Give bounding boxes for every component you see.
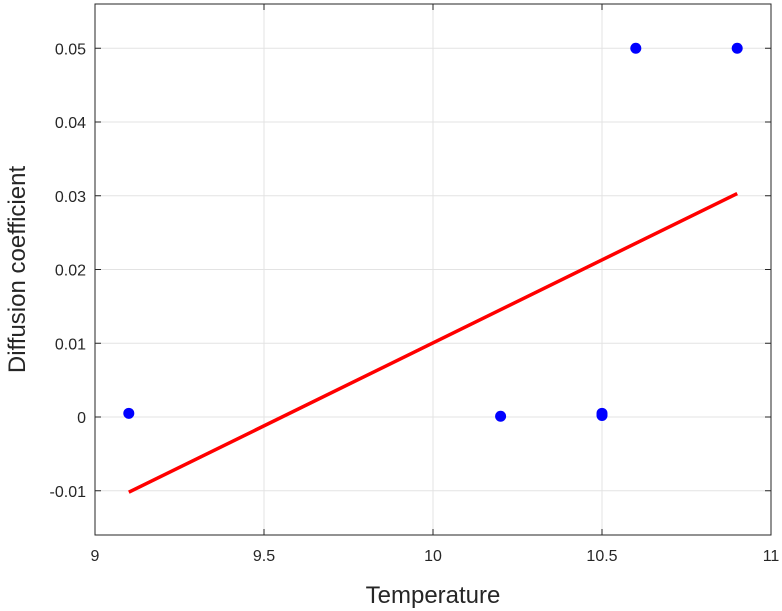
grid: [94, 4, 772, 535]
y-tick-label: 0.03: [55, 189, 86, 206]
data-point: [123, 407, 135, 419]
data-point: [596, 407, 608, 419]
series-layer: [123, 42, 743, 494]
y-tick-label: -0.01: [50, 484, 87, 501]
y-axis-label: Diffusion coefficient: [4, 166, 31, 374]
y-tick-label: 0.02: [55, 263, 86, 280]
x-tick-label: 9.5: [253, 548, 275, 565]
y-tick-label: 0.04: [55, 115, 86, 132]
fit-line: [128, 191, 738, 494]
data-point: [495, 410, 507, 422]
x-tick-label: 10.5: [586, 548, 617, 565]
x-tick-label: 9: [91, 548, 100, 565]
x-axis-ticks: 9 9.5 10 10.5 11: [91, 4, 780, 565]
x-tick-label: 10: [424, 548, 442, 565]
data-point: [731, 42, 743, 54]
x-axis-label: Temperature: [366, 582, 501, 609]
y-tick-label: 0.01: [55, 336, 86, 353]
data-point: [630, 42, 642, 54]
y-tick-label: 0: [77, 410, 86, 427]
y-tick-label: 0.05: [55, 41, 86, 58]
x-tick-label: 11: [763, 548, 780, 565]
y-axis-ticks: -0.01 0 0.01 0.02 0.03 0.04 0.05: [50, 41, 771, 501]
